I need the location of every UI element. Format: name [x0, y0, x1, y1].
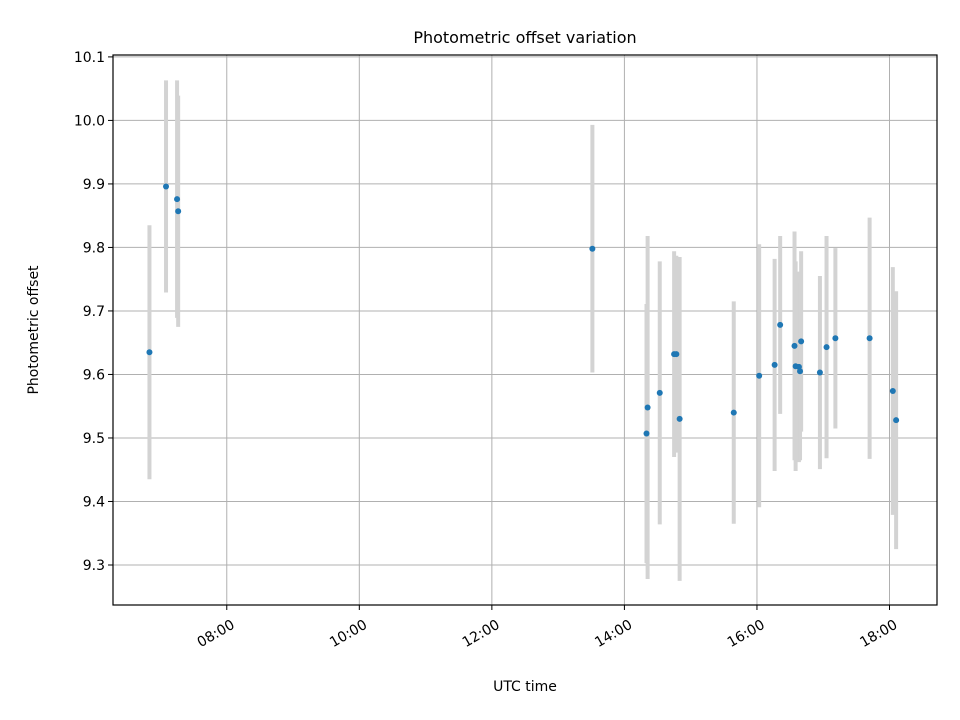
y-tick-label: 10.1 [74, 50, 105, 66]
data-point [175, 208, 182, 215]
y-tick-label: 9.5 [83, 431, 105, 447]
y-tick-label: 9.6 [83, 367, 105, 383]
data-point [676, 415, 683, 422]
data-point [644, 404, 651, 411]
y-tick-label: 9.7 [83, 304, 105, 320]
y-tick-label: 9.9 [83, 177, 105, 193]
data-point [797, 368, 804, 375]
data-point [656, 389, 663, 396]
data-point [771, 361, 778, 368]
data-point [589, 245, 596, 252]
data-point [823, 344, 830, 351]
y-tick-label: 9.8 [83, 240, 105, 256]
data-point [832, 335, 839, 342]
data-point [798, 338, 805, 345]
y-tick-label: 9.3 [83, 558, 105, 574]
x-axis-label: UTC time [493, 679, 557, 695]
plot-frame [112, 54, 938, 606]
data-point [146, 349, 153, 356]
data-point [730, 409, 737, 416]
grid [113, 55, 937, 605]
data-point [756, 372, 763, 379]
y-axis-label: Photometric offset [26, 265, 42, 395]
data-point [163, 183, 170, 190]
y-axis-ticks: 9.3 9.4 9.5 9.6 9.7 9.8 9.9 10.0 10.1 [74, 50, 113, 574]
data-point [174, 196, 181, 203]
data-point [643, 430, 650, 437]
data-point [893, 417, 900, 424]
data-point [791, 342, 798, 349]
data-point [777, 321, 784, 328]
data-point [673, 351, 680, 358]
data-points [146, 183, 900, 437]
chart-title: Photometric offset variation [413, 28, 636, 47]
y-tick-label: 10.0 [74, 113, 105, 129]
data-point [889, 387, 896, 394]
data-point [816, 369, 823, 376]
y-tick-label: 9.4 [83, 494, 105, 510]
data-point [866, 335, 873, 342]
